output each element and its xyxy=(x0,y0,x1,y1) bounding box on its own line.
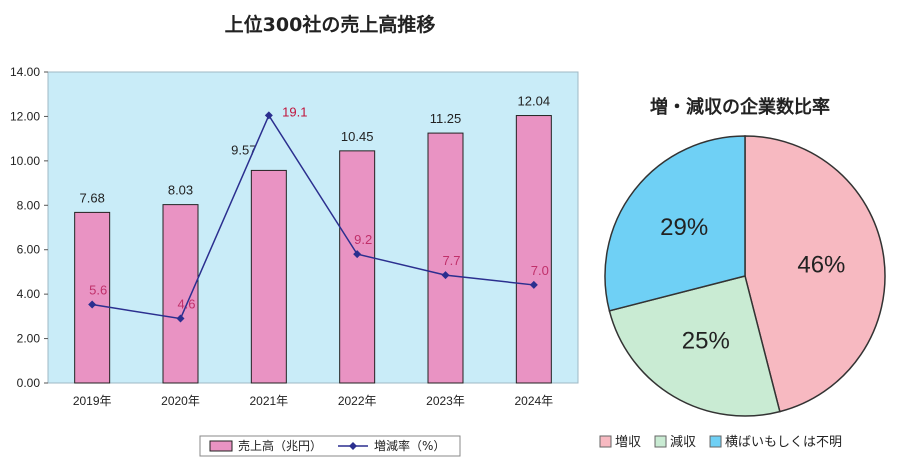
pie-legend-swatch xyxy=(599,435,612,448)
y-tick-label: 10.00 xyxy=(10,154,40,168)
legend-bar-label: 売上高（兆円） xyxy=(238,438,322,453)
bar-data-label: 11.25 xyxy=(430,111,462,126)
pie-slice xyxy=(604,135,746,312)
y-tick-label: 14.00 xyxy=(10,65,40,79)
bar-chart-title: 上位300社の売上高推移 xyxy=(224,14,436,36)
pie-legend-swatch xyxy=(654,435,667,448)
rate-data-label: 19.1 xyxy=(282,104,307,119)
rate-point xyxy=(529,280,538,289)
legend-line-label: 増減率（%） xyxy=(374,438,445,453)
x-tick-label: 2019年 xyxy=(73,394,112,408)
y-tick-label: 0.00 xyxy=(17,376,41,390)
pie-legend-label: 増収 xyxy=(615,435,641,450)
rate-line xyxy=(92,113,534,320)
pie-slice-label: 25% xyxy=(682,328,730,355)
pie-legend-label: 横ばいもしくは不明 xyxy=(725,435,842,450)
legend-line-marker xyxy=(349,442,357,450)
pie-legend-label: 減収 xyxy=(670,434,696,450)
pie-chart-title: 増・減収の企業数比率 xyxy=(650,97,830,118)
plot-area xyxy=(47,71,579,384)
pie-slice xyxy=(744,135,886,413)
bar-data-label: 9.57 xyxy=(231,142,256,157)
bar-data-label: 8.03 xyxy=(168,183,193,198)
legend-bar-swatch xyxy=(209,440,233,452)
rate-data-label: 7.0 xyxy=(531,263,549,278)
bar xyxy=(162,204,199,384)
rate-point xyxy=(88,300,97,309)
y-tick-label: 6.00 xyxy=(17,243,41,257)
x-tick-label: 2023年 xyxy=(426,394,465,408)
bar xyxy=(74,211,111,384)
rate-point xyxy=(176,314,185,323)
pie-slice-label: 29% xyxy=(660,214,708,241)
bar-chart-legend xyxy=(199,435,461,457)
y-tick-label: 12.00 xyxy=(10,109,40,123)
y-tick-label: 4.00 xyxy=(17,287,41,301)
pie-slice-label: 46% xyxy=(797,252,845,279)
bar-data-label: 10.45 xyxy=(341,129,374,144)
pie-legend-swatch xyxy=(709,435,722,448)
bar xyxy=(250,169,287,384)
bar xyxy=(427,132,464,384)
y-tick-label: 2.00 xyxy=(17,332,41,346)
x-tick-label: 2021年 xyxy=(249,394,288,408)
bar-data-label: 12.04 xyxy=(518,94,551,109)
pie-slice xyxy=(608,275,781,417)
rate-point xyxy=(264,111,273,120)
rate-data-label: 4.6 xyxy=(177,297,195,312)
rate-data-label: 5.6 xyxy=(89,283,107,298)
rate-data-label: 9.2 xyxy=(354,232,372,247)
bar-data-label: 7.68 xyxy=(80,190,105,205)
x-tick-label: 2020年 xyxy=(161,394,200,408)
x-tick-label: 2024年 xyxy=(514,394,553,408)
rate-data-label: 7.7 xyxy=(442,253,460,268)
bar xyxy=(339,150,376,384)
rate-point xyxy=(441,271,450,280)
x-tick-label: 2022年 xyxy=(338,394,377,408)
bar xyxy=(515,115,552,384)
rate-point xyxy=(353,250,362,259)
y-tick-label: 8.00 xyxy=(17,198,41,212)
